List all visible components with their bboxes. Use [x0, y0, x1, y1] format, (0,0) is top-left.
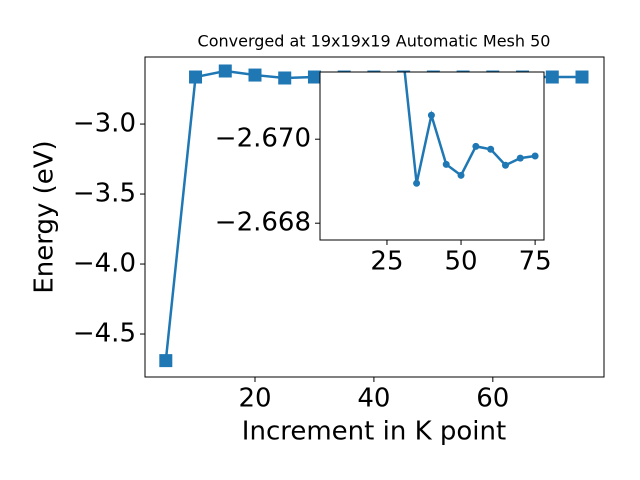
y-tick-label: −3.5	[73, 179, 136, 209]
y-tick-label: −4.0	[73, 249, 136, 279]
y-tick-label: −4.5	[73, 319, 136, 349]
x-tick-label: 25	[370, 247, 403, 277]
marker	[218, 64, 232, 78]
marker	[442, 160, 450, 168]
marker	[159, 354, 173, 368]
y-tick-label: −3.0	[73, 109, 136, 139]
marker	[307, 70, 321, 84]
marker	[457, 171, 465, 179]
marker	[545, 70, 559, 84]
marker	[427, 111, 435, 119]
x-axis-label: Increment in K point	[242, 417, 506, 447]
marker	[278, 71, 292, 85]
x-tick-label: 60	[476, 384, 509, 414]
marker	[531, 152, 539, 160]
data-line	[403, 72, 536, 184]
marker	[575, 70, 589, 84]
chart-title: Converged at 19x19x19 Automatic Mesh 50	[198, 32, 551, 51]
y-tick-label: −2.668	[215, 208, 311, 238]
axes-frame	[144, 56, 605, 378]
plot-area	[403, 72, 539, 187]
marker	[189, 70, 203, 84]
inset-background	[320, 72, 544, 240]
x-tick-label: 75	[519, 247, 552, 277]
x-tick-label: 40	[357, 384, 390, 414]
marker	[487, 145, 495, 153]
marker	[501, 161, 509, 169]
marker	[413, 179, 421, 187]
y-tick-label: −2.670	[215, 124, 311, 154]
x-tick-label: 50	[444, 247, 477, 277]
marker	[516, 154, 524, 162]
marker	[248, 68, 262, 82]
x-tick-label: 20	[238, 384, 271, 414]
y-axis-label: Energy (eV)	[30, 140, 60, 293]
axes-frame	[319, 71, 545, 241]
marker	[472, 142, 480, 150]
